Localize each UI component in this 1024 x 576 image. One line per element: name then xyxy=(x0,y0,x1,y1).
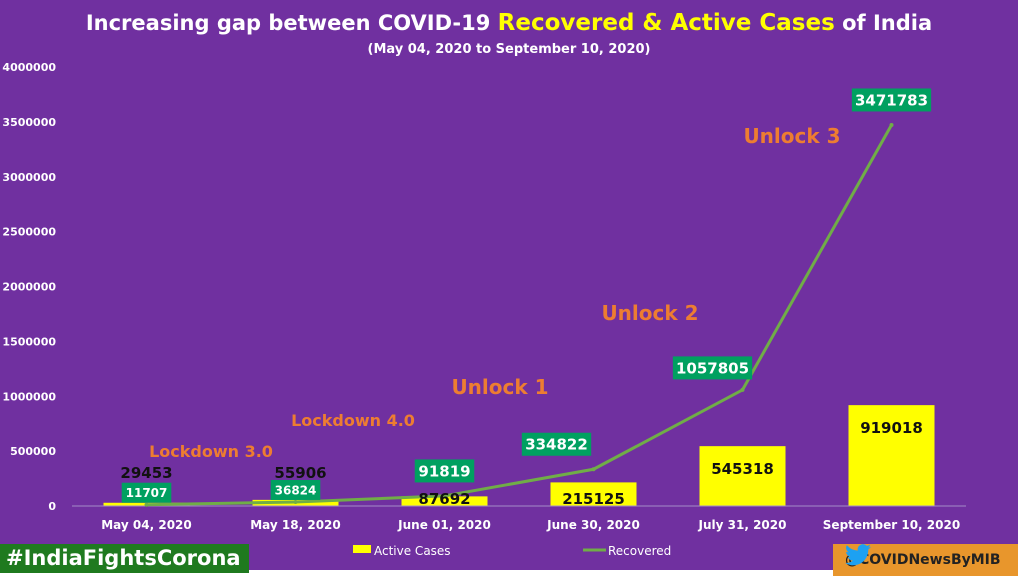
recovered-line xyxy=(146,124,893,507)
recovered-label: 334822 xyxy=(525,436,588,454)
recovered-label: 1057805 xyxy=(676,359,749,377)
active-cases-label: 215125 xyxy=(562,490,625,508)
recovered-point xyxy=(144,502,149,507)
y-tick-label: 2000000 xyxy=(2,281,56,294)
recovered-label: 11707 xyxy=(126,486,168,500)
phase-annotation: Unlock 2 xyxy=(601,301,698,325)
x-tick-label: June 01, 2020 xyxy=(397,518,491,532)
title-part: Increasing gap between COVID-19 xyxy=(85,11,498,35)
phase-annotation: Unlock 1 xyxy=(451,375,548,399)
bar-active-cases xyxy=(848,405,935,506)
y-tick-label: 1500000 xyxy=(2,335,56,348)
phase-annotation: Unlock 3 xyxy=(743,124,840,148)
recovered-label-box xyxy=(414,459,475,483)
active-cases-label: 545318 xyxy=(711,460,774,478)
x-tick-label: May 04, 2020 xyxy=(101,518,192,532)
active-cases-label: 29453 xyxy=(120,464,172,482)
active-cases-label: 55906 xyxy=(274,464,326,482)
recovered-point xyxy=(442,493,447,498)
twitter-handle-badge: @COVIDNewsByMIB xyxy=(833,544,1018,576)
twitter-bird-icon xyxy=(845,544,871,566)
bar-active-cases xyxy=(401,496,488,506)
y-tick-label: 3500000 xyxy=(2,116,56,129)
y-tick-label: 0 xyxy=(48,500,56,513)
chart-title: Increasing gap between COVID-19 Recovere… xyxy=(0,10,1018,36)
y-tick-label: 3000000 xyxy=(2,171,56,184)
title-highlight: Recovered & Active Cases xyxy=(497,10,835,36)
recovered-point xyxy=(293,499,298,504)
recovered-label-box xyxy=(270,479,321,500)
active-cases-label: 87692 xyxy=(418,490,470,508)
phase-annotation: Lockdown 4.0 xyxy=(291,411,415,430)
y-tick-label: 4000000 xyxy=(2,61,56,74)
recovered-point xyxy=(740,387,745,392)
twitter-handle: @COVIDNewsByMIB xyxy=(845,552,1001,568)
y-tick-label: 1000000 xyxy=(2,390,56,403)
bar-active-cases xyxy=(699,446,786,506)
legend-label-active: Active Cases xyxy=(374,544,451,558)
recovered-point xyxy=(889,122,894,127)
recovered-label-box xyxy=(121,482,172,503)
y-tick-label: 500000 xyxy=(10,445,56,458)
legend-swatch-active xyxy=(353,545,371,553)
chart-subtitle: (May 04, 2020 to September 10, 2020) xyxy=(367,42,651,57)
x-tick-label: May 18, 2020 xyxy=(250,518,341,532)
recovered-label: 3471783 xyxy=(855,91,928,109)
recovered-label-box xyxy=(521,432,592,456)
recovered-label-box xyxy=(851,88,932,112)
recovered-label: 36824 xyxy=(275,483,317,497)
y-tick-label: 2500000 xyxy=(2,226,56,239)
recovered-point xyxy=(591,467,596,472)
bar-active-cases xyxy=(550,482,637,506)
recovered-label: 91819 xyxy=(418,462,470,480)
legend-label-recovered: Recovered xyxy=(608,544,671,558)
title-part: of India xyxy=(834,11,933,35)
phase-annotation: Lockdown 3.0 xyxy=(149,442,273,461)
recovered-label-box xyxy=(672,356,753,380)
x-tick-label: September 10, 2020 xyxy=(823,518,960,532)
x-tick-label: July 31, 2020 xyxy=(698,518,787,532)
x-tick-label: June 30, 2020 xyxy=(546,518,640,532)
active-cases-label: 919018 xyxy=(860,419,923,437)
hashtag-badge: #IndiaFightsCorona xyxy=(0,544,249,573)
